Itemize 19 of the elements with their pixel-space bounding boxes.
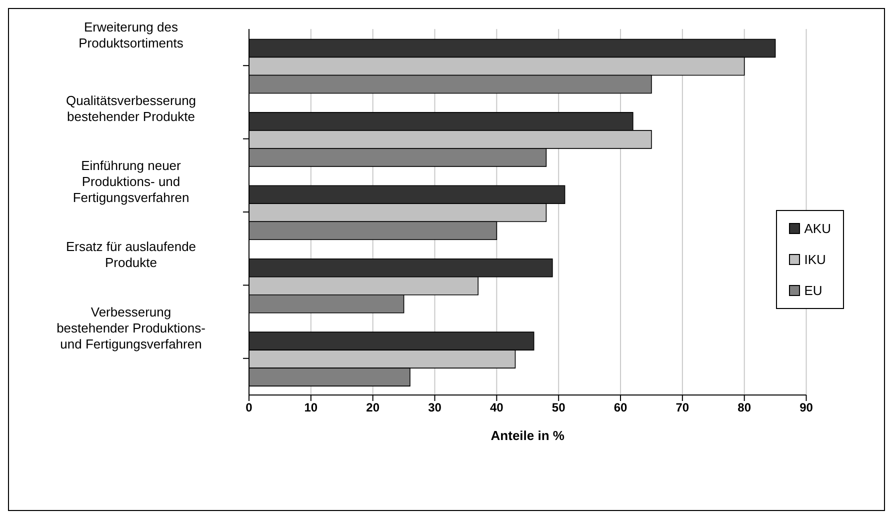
- x-tick-label: 50: [552, 400, 566, 415]
- x-tick-label: 40: [490, 400, 504, 415]
- legend-label: AKU: [804, 221, 831, 236]
- y-tick-label: Verbesserung bestehender Produktions- und Fertigungsverfahren: [56, 304, 206, 352]
- x-tick-label: 70: [676, 400, 690, 415]
- x-axis-title: Anteile in %: [490, 428, 565, 443]
- x-tick-label: 60: [614, 400, 628, 415]
- y-tick-label: Ersatz für auslaufende Produkte: [66, 239, 196, 270]
- x-tick-label: 30: [428, 400, 442, 415]
- y-tick-label: Qualitätsverbesserung bestehender Produkte: [66, 92, 196, 124]
- x-tick-label: 10: [304, 400, 318, 415]
- legend-label: IKU: [804, 252, 826, 267]
- y-tick-label: Erweiterung des Produktsortiments: [78, 20, 184, 51]
- x-tick-label: 90: [800, 400, 814, 415]
- x-tick-label: 20: [366, 400, 380, 415]
- y-tick-label: Einführung neuer Produktions- und Fertigungsverfahren: [72, 158, 190, 205]
- x-tick-label: 0: [246, 400, 253, 415]
- legend-label: EU: [804, 283, 822, 298]
- x-tick-label: 80: [738, 400, 752, 415]
